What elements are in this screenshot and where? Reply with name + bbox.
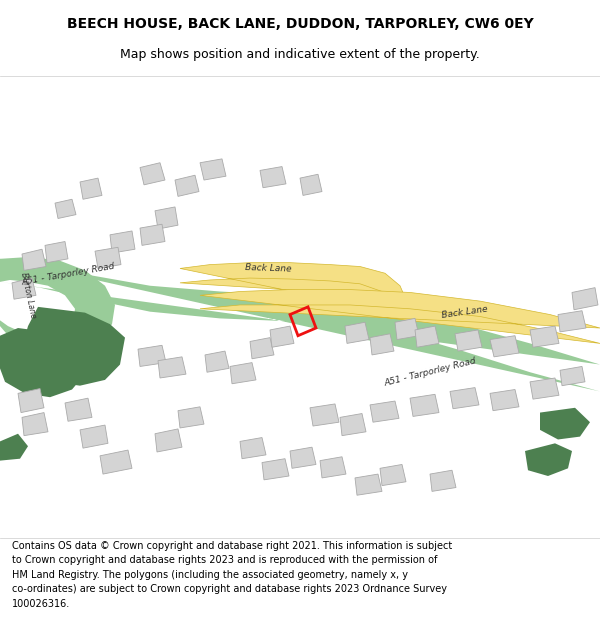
Polygon shape <box>230 362 256 384</box>
Polygon shape <box>65 398 92 421</box>
Polygon shape <box>558 311 586 332</box>
Polygon shape <box>0 259 600 391</box>
Polygon shape <box>178 407 204 428</box>
Polygon shape <box>430 470 456 491</box>
Text: Back Lane: Back Lane <box>442 305 488 321</box>
Polygon shape <box>262 459 289 480</box>
Polygon shape <box>450 388 479 409</box>
Polygon shape <box>340 414 366 436</box>
Polygon shape <box>158 357 186 378</box>
Polygon shape <box>530 326 559 348</box>
Polygon shape <box>175 175 199 196</box>
Polygon shape <box>0 434 28 461</box>
Polygon shape <box>138 345 166 366</box>
Polygon shape <box>345 322 369 343</box>
Polygon shape <box>205 351 229 372</box>
Polygon shape <box>310 404 339 426</box>
Polygon shape <box>0 257 115 351</box>
Polygon shape <box>572 288 598 310</box>
Text: A51 - Tarporley Road: A51 - Tarporley Road <box>383 356 477 388</box>
Polygon shape <box>260 167 286 187</box>
Polygon shape <box>415 326 439 348</box>
Polygon shape <box>95 248 121 269</box>
Polygon shape <box>395 318 419 339</box>
Polygon shape <box>12 278 36 299</box>
Polygon shape <box>200 289 600 343</box>
Text: Burton Lane: Burton Lane <box>19 272 37 319</box>
Polygon shape <box>410 394 439 416</box>
Polygon shape <box>560 366 585 386</box>
Polygon shape <box>530 378 559 399</box>
Polygon shape <box>22 307 125 386</box>
Text: A51 - Tarporley Road: A51 - Tarporley Road <box>20 261 115 287</box>
Polygon shape <box>140 162 165 185</box>
Text: Map shows position and indicative extent of the property.: Map shows position and indicative extent… <box>120 48 480 61</box>
Text: Contains OS data © Crown copyright and database right 2021. This information is : Contains OS data © Crown copyright and d… <box>12 541 452 609</box>
Polygon shape <box>370 334 394 355</box>
Polygon shape <box>380 464 406 486</box>
Polygon shape <box>355 474 382 495</box>
Polygon shape <box>250 338 274 359</box>
Polygon shape <box>540 408 590 439</box>
Polygon shape <box>22 412 48 436</box>
Polygon shape <box>45 241 68 262</box>
Polygon shape <box>200 159 226 180</box>
Polygon shape <box>180 262 405 314</box>
Polygon shape <box>370 401 399 422</box>
Polygon shape <box>55 199 76 219</box>
Polygon shape <box>240 438 266 459</box>
Polygon shape <box>290 447 316 468</box>
Polygon shape <box>320 457 346 478</box>
Text: Back Lane: Back Lane <box>245 263 292 274</box>
Polygon shape <box>0 328 85 398</box>
Polygon shape <box>525 443 572 476</box>
Polygon shape <box>100 450 132 474</box>
Polygon shape <box>80 178 102 199</box>
Text: BEECH HOUSE, BACK LANE, DUDDON, TARPORLEY, CW6 0EY: BEECH HOUSE, BACK LANE, DUDDON, TARPORLE… <box>67 18 533 31</box>
Polygon shape <box>155 207 178 229</box>
Polygon shape <box>455 330 482 351</box>
Polygon shape <box>140 224 165 246</box>
Polygon shape <box>490 336 519 357</box>
Polygon shape <box>490 389 519 411</box>
Polygon shape <box>80 425 108 448</box>
Polygon shape <box>155 429 182 452</box>
Polygon shape <box>22 249 46 271</box>
Polygon shape <box>18 389 44 412</box>
Polygon shape <box>270 326 294 348</box>
Polygon shape <box>300 174 322 196</box>
Polygon shape <box>110 231 135 253</box>
